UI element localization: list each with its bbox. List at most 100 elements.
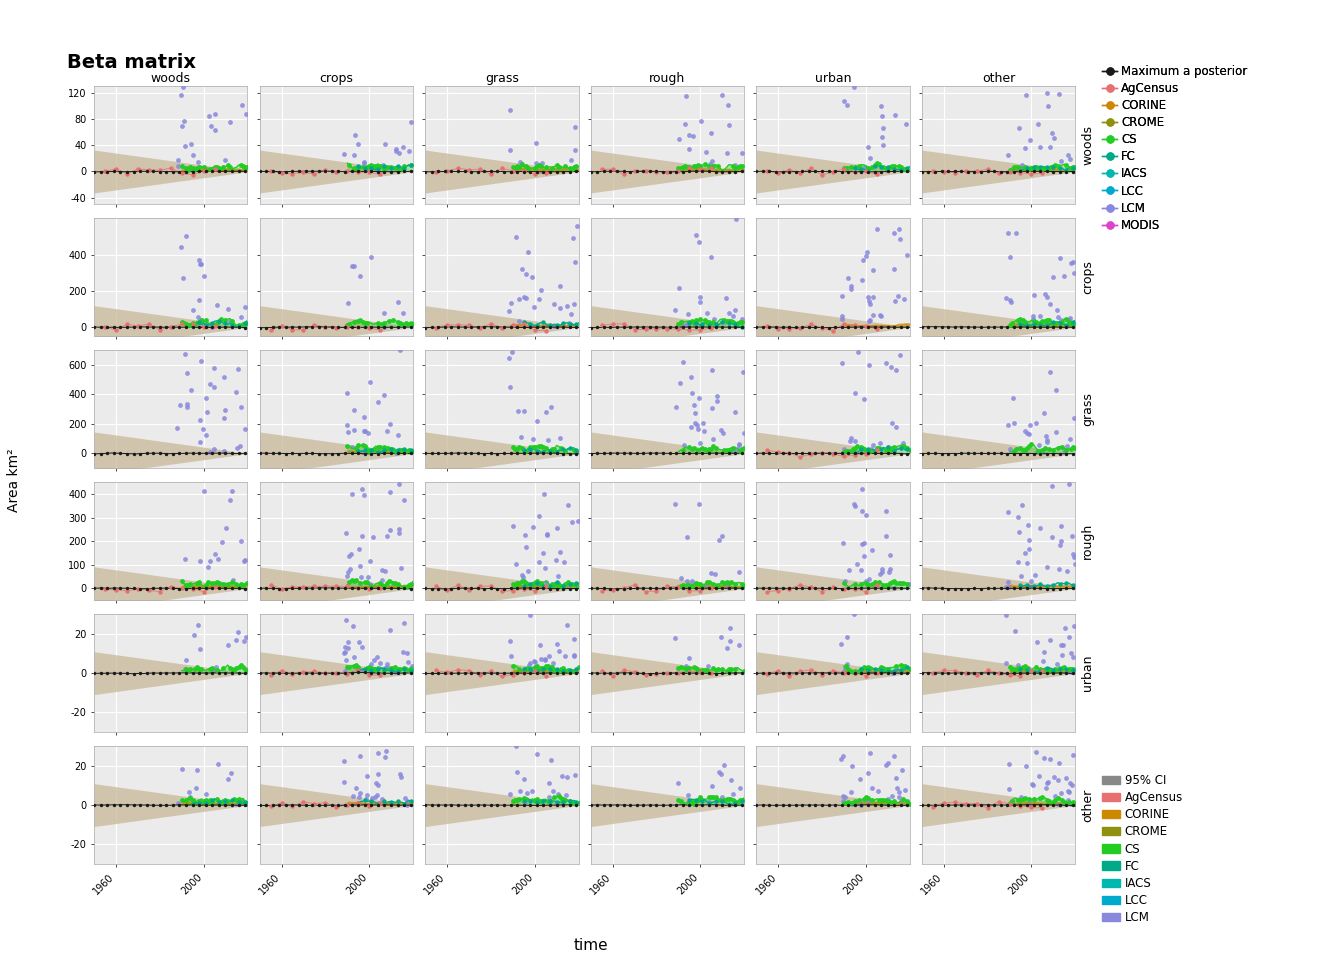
Point xyxy=(857,445,879,461)
Point xyxy=(1064,797,1086,812)
Point xyxy=(1058,784,1079,800)
Point xyxy=(546,661,567,677)
Point xyxy=(188,445,210,461)
Point xyxy=(183,628,204,643)
Point xyxy=(1047,441,1068,456)
Point xyxy=(872,120,894,135)
Point xyxy=(544,441,566,456)
Point xyxy=(700,249,722,264)
Point xyxy=(359,664,380,680)
Point xyxy=(836,160,857,176)
Point xyxy=(528,156,550,172)
Point xyxy=(348,664,370,680)
Point xyxy=(703,439,724,454)
Point xyxy=(1058,660,1079,676)
Point xyxy=(308,446,329,462)
Point xyxy=(370,667,391,683)
Point xyxy=(896,794,918,809)
Point xyxy=(348,662,370,678)
Point xyxy=(1000,797,1021,812)
Point xyxy=(202,163,223,179)
Point xyxy=(1043,159,1064,175)
Point xyxy=(524,160,546,176)
Point xyxy=(372,305,394,321)
Point xyxy=(349,749,371,764)
Point xyxy=(728,795,750,810)
Point xyxy=(883,445,905,461)
Point xyxy=(872,577,894,592)
Point xyxy=(692,445,714,461)
Point xyxy=(255,164,277,180)
Point xyxy=(192,163,214,179)
Point xyxy=(360,665,382,681)
Point xyxy=(304,796,325,811)
Point xyxy=(552,663,574,679)
Point xyxy=(1062,314,1083,329)
Point xyxy=(351,639,372,655)
Point xyxy=(353,154,375,169)
Point xyxy=(1064,159,1086,175)
Point xyxy=(640,163,661,179)
Point xyxy=(401,661,422,677)
Point xyxy=(454,445,476,461)
Point xyxy=(180,136,202,152)
Point xyxy=(866,577,887,592)
Point xyxy=(184,660,206,676)
Point xyxy=(692,415,714,430)
Point xyxy=(679,445,700,461)
Point xyxy=(875,528,896,543)
Point xyxy=(840,444,862,459)
Point xyxy=(711,665,732,681)
Point xyxy=(190,434,211,449)
Point xyxy=(862,542,883,558)
Point xyxy=(836,657,857,672)
Point xyxy=(344,402,366,418)
Title: crops: crops xyxy=(320,72,353,85)
Point xyxy=(461,164,482,180)
Point xyxy=(208,314,230,329)
Point xyxy=(1000,250,1021,265)
Point xyxy=(785,320,806,335)
Point xyxy=(348,445,370,461)
Point xyxy=(524,660,546,675)
Point xyxy=(516,290,538,305)
Point xyxy=(613,164,634,180)
Point xyxy=(359,164,380,180)
Point xyxy=(720,661,742,677)
Point xyxy=(964,445,985,461)
Point xyxy=(194,317,215,332)
Point xyxy=(188,665,210,681)
Point xyxy=(712,425,734,441)
Point xyxy=(556,299,578,314)
Point xyxy=(805,665,827,681)
Point xyxy=(228,791,250,806)
Point xyxy=(851,797,872,812)
Point xyxy=(349,785,371,801)
Point xyxy=(633,581,655,596)
Point xyxy=(230,398,251,414)
Point xyxy=(301,665,323,681)
Point xyxy=(556,575,578,590)
Point xyxy=(83,797,105,812)
Point xyxy=(188,795,210,810)
Point xyxy=(1016,556,1038,571)
Point xyxy=(546,794,567,809)
Point xyxy=(673,438,695,453)
Point xyxy=(852,252,874,268)
Point xyxy=(633,665,655,681)
Point xyxy=(524,323,546,338)
Point xyxy=(559,662,581,678)
Point xyxy=(1012,157,1034,173)
Point xyxy=(1064,556,1086,571)
Point xyxy=(680,370,702,385)
Point xyxy=(890,441,911,456)
Point xyxy=(503,159,524,175)
Point xyxy=(352,159,374,175)
Point xyxy=(202,581,223,596)
Point xyxy=(341,320,363,335)
Point xyxy=(862,792,883,807)
Point xyxy=(308,580,329,595)
Point xyxy=(546,574,567,589)
Point xyxy=(866,443,887,458)
Point xyxy=(1023,160,1044,176)
